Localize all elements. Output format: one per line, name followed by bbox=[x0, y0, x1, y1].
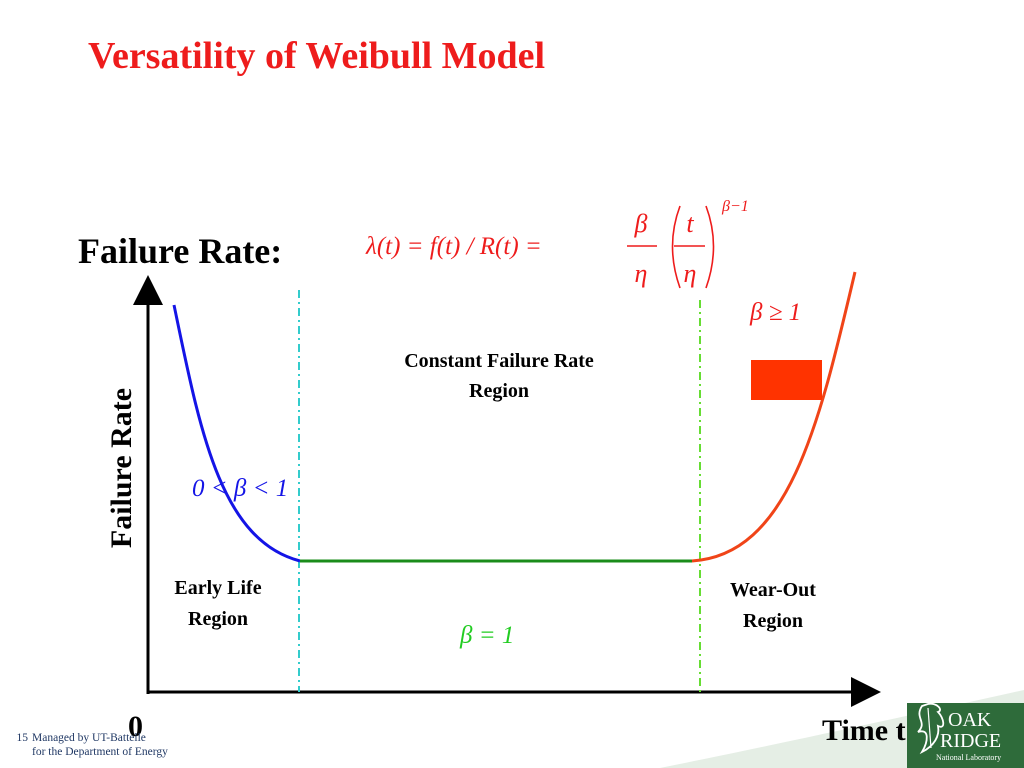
formula-left-paren bbox=[671, 205, 681, 289]
wearout-beta-label: β ≥ 1 bbox=[749, 299, 801, 326]
constant-beta-label: β = 1 bbox=[459, 622, 514, 649]
failure-rate-heading: Failure Rate: bbox=[78, 231, 283, 271]
footer-line-2: for the Department of Energy bbox=[8, 745, 168, 759]
early-beta-label: 0 < β < 1 bbox=[192, 475, 288, 502]
page-number: 15 bbox=[16, 732, 29, 744]
logo-line-3: National Laboratory bbox=[936, 753, 1001, 762]
x-axis-label: Time t bbox=[822, 714, 906, 747]
slide-title: Versatility of Weibull Model bbox=[88, 35, 546, 77]
constant-region-line-1: Constant Failure Rate bbox=[404, 350, 594, 372]
orange-swatch bbox=[751, 360, 822, 400]
wearout-curve bbox=[691, 271, 857, 563]
wearout-region-line-2: Region bbox=[743, 610, 803, 632]
footer-managed-by: Managed by UT-Battelle bbox=[32, 732, 146, 744]
early-region-line-1: Early Life bbox=[174, 577, 262, 599]
formula-right-paren bbox=[705, 205, 715, 289]
constant-region-label: Constant Failure Rate Region bbox=[364, 346, 634, 406]
constant-region-line-2: Region bbox=[469, 380, 529, 402]
early-region-label: Early Life Region bbox=[138, 573, 298, 635]
formula-exponent: β−1 bbox=[721, 198, 749, 215]
oak-leaf-icon bbox=[917, 702, 945, 755]
footer-line-1: 15 Managed by UT-Battelle bbox=[8, 731, 168, 745]
footer: 15 Managed by UT-Battelle for the Departm… bbox=[8, 731, 168, 759]
origin-label: 0 bbox=[128, 710, 143, 743]
formula-beta-numerator: β bbox=[634, 209, 648, 238]
formula-eta-denominator-2: η bbox=[684, 259, 697, 288]
wearout-region-label: Wear-Out Region bbox=[698, 575, 848, 637]
logo-line-2: RIDGE bbox=[940, 730, 1001, 752]
formula-eta-denominator: η bbox=[635, 259, 648, 288]
wearout-region-line-1: Wear-Out bbox=[730, 579, 816, 601]
early-life-curve bbox=[172, 304, 301, 563]
formula-lhs: λ(t) = f(t) / R(t) = bbox=[365, 233, 542, 260]
weibull-hazard-formula: λ(t) = f(t) / R(t) = β η t η β−1 bbox=[365, 198, 749, 289]
footer-department: for the Department of Energy bbox=[32, 746, 168, 758]
formula-t-numerator: t bbox=[686, 209, 694, 238]
early-region-line-2: Region bbox=[188, 608, 248, 630]
logo-line-1: OAK bbox=[948, 709, 992, 731]
